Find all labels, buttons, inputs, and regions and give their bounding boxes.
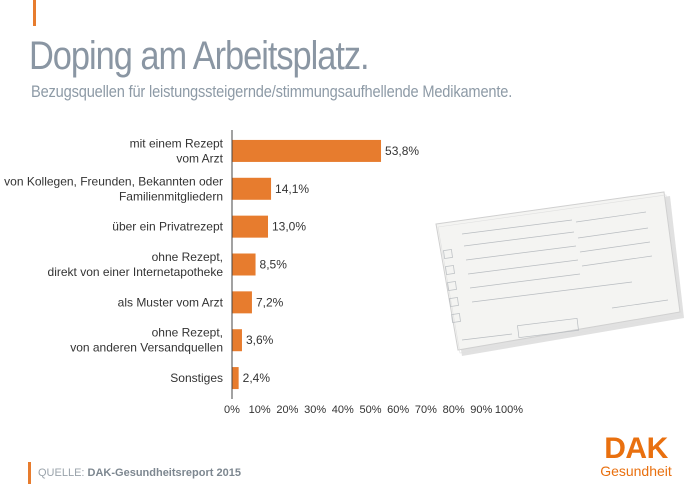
x-tick-label-7: 70% <box>415 404 437 416</box>
x-tick-label-2: 20% <box>276 404 298 416</box>
value-label-4: 7,2% <box>256 295 284 309</box>
source-label: QUELLE: <box>38 467 85 479</box>
bar-3 <box>232 253 256 276</box>
category-label-2-0: über ein Privatrezept <box>112 220 223 234</box>
prescription-form-image <box>432 190 690 370</box>
dak-logo: DAK Gesundheit <box>596 432 676 483</box>
bar-6 <box>232 367 239 390</box>
chart-title: Doping am Arbeitsplatz. <box>29 34 370 78</box>
x-tick-label-6: 60% <box>387 404 409 416</box>
value-label-2: 13,0% <box>272 220 306 234</box>
value-label-1: 14,1% <box>275 182 309 196</box>
category-label-5-0: ohne Rezept, <box>152 326 223 340</box>
bottom-accent-bar <box>28 462 31 484</box>
category-label-6-0: Sonstiges <box>170 371 223 385</box>
value-label-3: 8,5% <box>260 258 288 272</box>
category-label-1-1: Familienmitgliedern <box>119 189 223 203</box>
x-tick-label-8: 80% <box>443 404 465 416</box>
value-label-0: 53,8% <box>385 144 419 158</box>
value-label-6: 2,4% <box>243 371 271 385</box>
category-label-0-1: vom Arzt <box>176 151 223 165</box>
x-tick-label-10: 100% <box>495 404 523 416</box>
value-label-5: 3,6% <box>246 333 274 347</box>
x-tick-label-5: 50% <box>359 404 381 416</box>
bar-4 <box>232 291 252 314</box>
x-tick-label-1: 10% <box>249 404 271 416</box>
bar-1 <box>232 177 272 200</box>
x-tick-label-0: 0% <box>224 404 240 416</box>
category-label-3-1: direkt von einer Internetapotheke <box>48 265 224 279</box>
source-note: QUELLE: DAK-Gesundheitsreport 2015 <box>38 467 241 479</box>
category-label-0-0: mit einem Rezept <box>130 136 224 150</box>
top-accent-bar <box>33 0 36 26</box>
bar-2 <box>232 215 269 238</box>
category-label-5-1: von anderen Versandquellen <box>70 341 223 355</box>
bar-5 <box>232 329 242 352</box>
bar-0 <box>232 139 382 162</box>
logo-sub: Gesundheit <box>600 463 672 479</box>
source-value: DAK-Gesundheitsreport 2015 <box>87 467 241 479</box>
logo-brand: DAK <box>604 432 668 465</box>
x-tick-label-3: 30% <box>304 404 326 416</box>
chart-subtitle: Bezugsquellen für leistungssteigernde/st… <box>31 82 513 101</box>
x-tick-label-4: 40% <box>332 404 354 416</box>
category-label-4-0: als Muster vom Arzt <box>118 295 224 309</box>
category-label-3-0: ohne Rezept, <box>152 250 223 264</box>
category-label-1-0: von Kollegen, Freunden, Bekannten oder <box>4 174 223 188</box>
x-tick-label-9: 90% <box>470 404 492 416</box>
